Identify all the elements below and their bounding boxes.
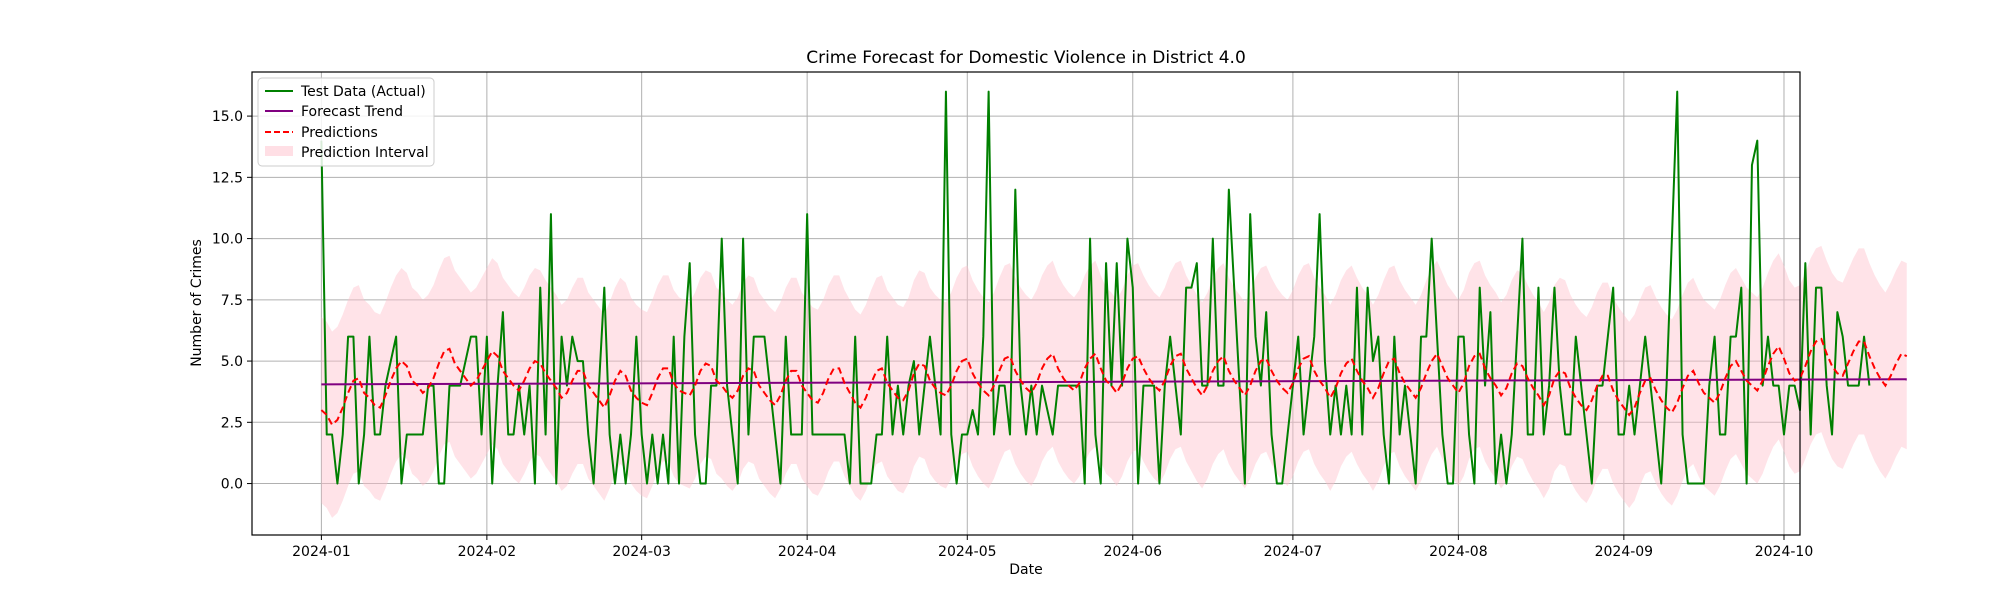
y-tick-label: 15.0 xyxy=(212,109,243,125)
x-tick-label: 2024-10 xyxy=(1755,544,1814,560)
y-axis-ticks: 0.0 2.5 5.0 7.5 10.0 12.5 15.0 xyxy=(212,109,252,493)
legend: Test Data (Actual) Forecast Trend Predic… xyxy=(257,77,435,167)
x-tick-label: 2024-01 xyxy=(292,544,351,560)
y-tick-label: 2.5 xyxy=(221,415,243,431)
y-tick-label: 7.5 xyxy=(221,293,243,309)
y-tick-label: 10.0 xyxy=(212,232,243,248)
x-tick-label: 2024-07 xyxy=(1264,544,1323,560)
x-tick-label: 2024-05 xyxy=(938,544,997,560)
actual-series-line xyxy=(320,90,1871,485)
series-layer xyxy=(320,90,1908,485)
x-tick-label: 2024-06 xyxy=(1104,544,1163,560)
legend-label-actual: Test Data (Actual) xyxy=(300,84,426,100)
plot-frame xyxy=(251,71,1801,536)
x-axis-ticks: 2024-01 2024-02 2024-03 2024-04 2024-05 2024-… xyxy=(292,535,1813,560)
x-tick-label: 2024-09 xyxy=(1595,544,1654,560)
x-tick-label: 2024-02 xyxy=(458,544,517,560)
x-tick-label: 2024-03 xyxy=(612,544,671,560)
y-axis-label: Number of Crimes xyxy=(189,239,205,367)
x-axis-label: Date xyxy=(1009,562,1042,578)
legend-label-interval: Prediction Interval xyxy=(301,145,429,161)
legend-label-trend: Forecast Trend xyxy=(301,104,403,120)
legend-swatch-interval xyxy=(265,146,293,156)
chart-title: Crime Forecast for Domestic Violence in … xyxy=(806,48,1246,68)
y-tick-label: 0.0 xyxy=(221,477,243,493)
y-tick-label: 5.0 xyxy=(221,354,243,370)
grid xyxy=(252,72,1800,535)
trend-series-line xyxy=(321,378,1907,386)
legend-box xyxy=(257,77,435,167)
legend-label-predictions: Predictions xyxy=(301,125,378,141)
predictions-series-line xyxy=(320,337,1908,427)
x-tick-label: 2024-04 xyxy=(778,544,837,560)
y-tick-label: 12.5 xyxy=(212,170,243,186)
x-tick-label: 2024-08 xyxy=(1429,544,1488,560)
